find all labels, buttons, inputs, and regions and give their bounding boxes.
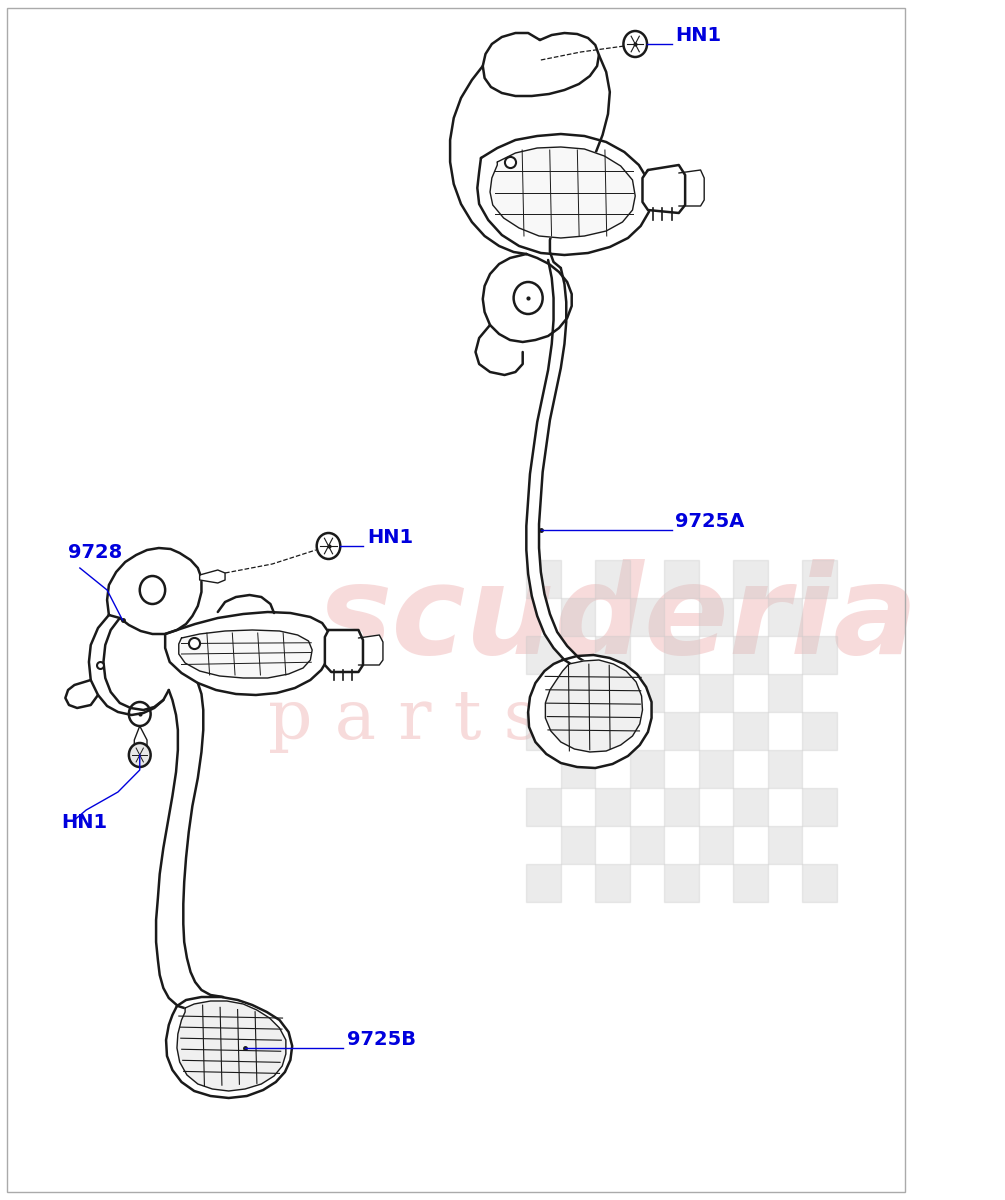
Bar (802, 636, 837, 674)
Polygon shape (527, 260, 592, 668)
Bar (734, 636, 768, 674)
Bar (561, 750, 595, 788)
Polygon shape (200, 570, 225, 583)
Polygon shape (156, 683, 223, 1010)
Bar (734, 864, 768, 902)
Bar (768, 826, 802, 864)
Bar (595, 864, 630, 902)
Polygon shape (135, 726, 147, 758)
Bar (630, 674, 664, 712)
Bar (527, 560, 561, 598)
Polygon shape (165, 612, 332, 695)
Bar (664, 712, 698, 750)
Polygon shape (359, 635, 383, 665)
Bar (527, 788, 561, 826)
Polygon shape (482, 32, 599, 96)
Text: 9728: 9728 (68, 542, 123, 562)
Text: 9725B: 9725B (347, 1030, 416, 1049)
Bar (802, 712, 837, 750)
Polygon shape (477, 134, 651, 254)
Bar (527, 712, 561, 750)
Bar (734, 560, 768, 598)
Bar (698, 826, 734, 864)
Polygon shape (179, 630, 313, 678)
Bar (664, 636, 698, 674)
Polygon shape (65, 680, 98, 708)
Bar (630, 750, 664, 788)
Bar (561, 598, 595, 636)
Bar (527, 864, 561, 902)
Polygon shape (529, 655, 651, 768)
Circle shape (317, 533, 341, 559)
Text: 9725A: 9725A (675, 512, 745, 530)
Bar (595, 788, 630, 826)
Bar (734, 712, 768, 750)
Polygon shape (678, 170, 705, 206)
Polygon shape (166, 997, 292, 1098)
Bar (768, 750, 802, 788)
Text: HN1: HN1 (61, 814, 108, 832)
Bar (768, 598, 802, 636)
Bar (664, 560, 698, 598)
Bar (561, 826, 595, 864)
Bar (802, 864, 837, 902)
Bar (595, 560, 630, 598)
Bar (734, 788, 768, 826)
Bar (802, 788, 837, 826)
Polygon shape (642, 164, 685, 214)
Polygon shape (325, 630, 363, 672)
Bar (561, 674, 595, 712)
Bar (698, 598, 734, 636)
Bar (768, 674, 802, 712)
Bar (527, 636, 561, 674)
Bar (595, 712, 630, 750)
Bar (802, 560, 837, 598)
Text: HN1: HN1 (368, 528, 414, 547)
Polygon shape (475, 325, 523, 374)
Polygon shape (482, 254, 572, 342)
Text: scuderia: scuderia (318, 559, 919, 680)
Circle shape (623, 31, 647, 56)
Text: HN1: HN1 (675, 26, 722, 44)
Bar (664, 864, 698, 902)
Bar (630, 598, 664, 636)
Bar (698, 674, 734, 712)
Bar (630, 826, 664, 864)
Polygon shape (490, 146, 635, 238)
Polygon shape (177, 1001, 285, 1091)
Bar (595, 636, 630, 674)
Text: p a r t s: p a r t s (267, 686, 539, 754)
Polygon shape (218, 595, 274, 613)
Polygon shape (108, 548, 201, 634)
Bar (698, 750, 734, 788)
Bar (664, 788, 698, 826)
Circle shape (129, 743, 151, 767)
Polygon shape (546, 660, 642, 752)
